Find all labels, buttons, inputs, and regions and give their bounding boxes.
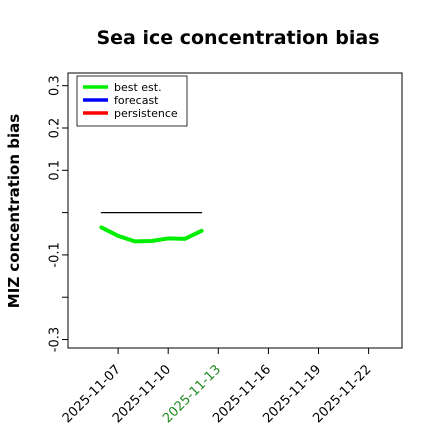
y-tick-label: 0.2 (48, 118, 63, 139)
legend-label: persistence (114, 107, 178, 120)
chart-title: Sea ice concentration bias (96, 27, 379, 49)
y-tick-label: -0.1 (48, 242, 63, 267)
series-layer (99, 212, 204, 244)
y-tick-label: -0.3 (48, 327, 63, 352)
plot-frame (67, 72, 403, 349)
legend-label: forecast (114, 94, 159, 107)
y-axis: 0.3 0.2 0.1 -0.1 -0.3 (48, 75, 68, 352)
y-tick-label: 0.1 (48, 160, 63, 181)
legend-label: best est. (114, 81, 162, 94)
x-axis: 2025-11-072025-11-102025-11-132025-11-16… (60, 348, 374, 426)
y-tick-label: 0.3 (48, 75, 63, 96)
y-axis-label: MIZ concentration bias (5, 114, 23, 308)
series-line-best-est (99, 225, 204, 244)
